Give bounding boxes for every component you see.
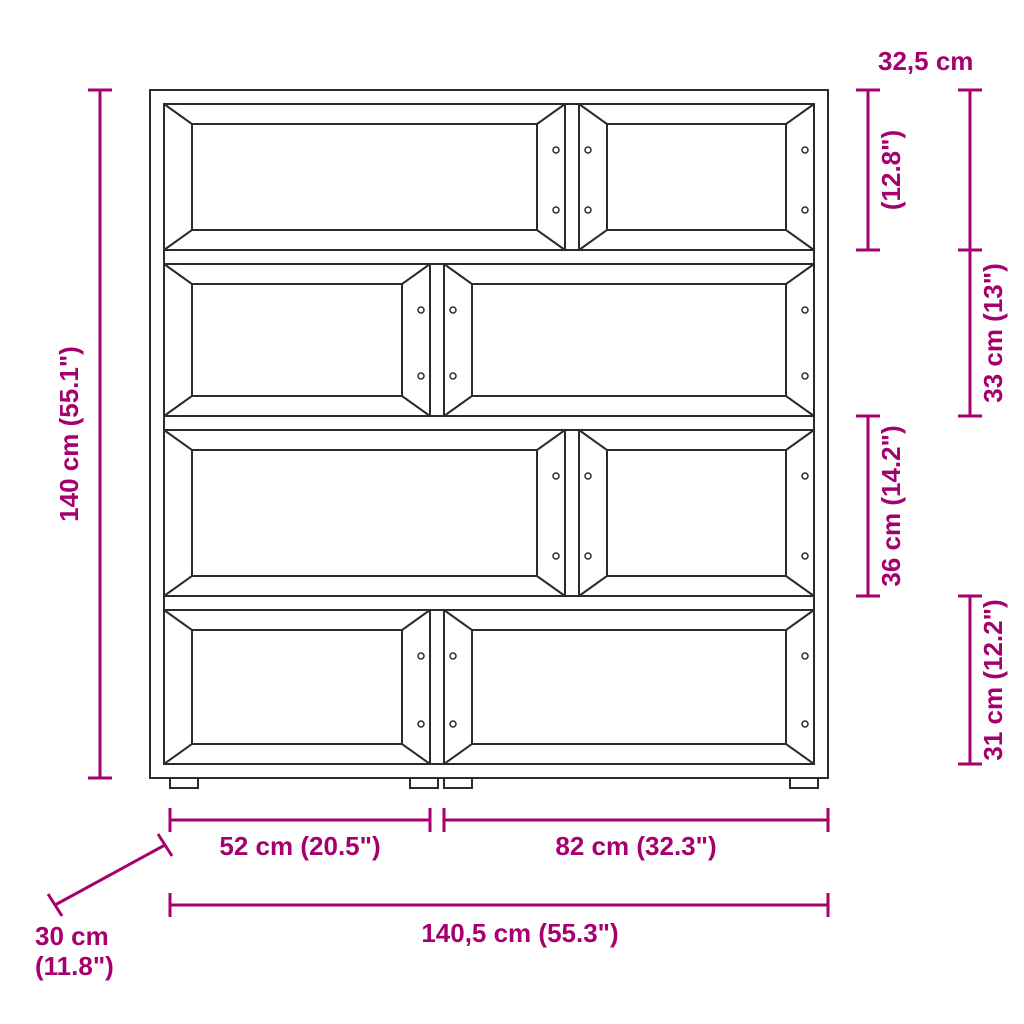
dim-bl-metric: 52 cm — [219, 831, 293, 861]
svg-text:30 cm: 30 cm — [35, 921, 109, 951]
dim-r4-metric: 31 cm — [978, 687, 1008, 761]
dimensions: 140 cm (55.1") 30 cm (11.8") 52 cm (20.5… — [35, 46, 1008, 981]
dim-bf-imperial: (55.3") — [538, 918, 618, 948]
dim-height-metric: 140 cm — [54, 434, 84, 522]
dim-r1-imperial: (12.8") — [876, 130, 906, 210]
dim-depth-metric: 30 cm — [35, 921, 109, 951]
dim-r2-metric: 33 cm — [978, 329, 1008, 403]
svg-text:36 cm (14.2"): 36 cm (14.2") — [876, 425, 906, 586]
dim-bf-metric: 140,5 cm — [421, 918, 531, 948]
dim-depth-imperial: (11.8") — [35, 951, 114, 981]
dim-bl-imperial: (20.5") — [300, 831, 380, 861]
svg-text:52 cm (20.5"): 52 cm (20.5") — [219, 831, 380, 861]
dim-br-imperial: (32.3") — [636, 831, 716, 861]
svg-text:(11.8"): (11.8") — [35, 951, 114, 981]
dimension-drawing: 140 cm (55.1") 30 cm (11.8") 52 cm (20.5… — [0, 0, 1024, 1024]
dim-br-metric: 82 cm — [555, 831, 629, 861]
peg-holes — [418, 147, 808, 727]
dim-r3-metric: 36 cm — [876, 513, 906, 587]
svg-text:(12.8"): (12.8") — [876, 130, 906, 210]
svg-text:31 cm (12.2"): 31 cm (12.2") — [978, 599, 1008, 760]
svg-text:33 cm (13"): 33 cm (13") — [978, 263, 1008, 403]
dim-r4-imperial: (12.2") — [978, 599, 1008, 679]
svg-text:32,5 cm: 32,5 cm — [878, 46, 973, 76]
dim-height-imperial: (55.1") — [54, 346, 84, 426]
svg-text:140 cm (55.1"): 140 cm (55.1") — [54, 346, 84, 522]
svg-text:82 cm (32.3"): 82 cm (32.3") — [555, 831, 716, 861]
dim-r2-imperial: (13") — [978, 263, 1008, 322]
shelf-unit — [150, 90, 828, 788]
dim-r1-metric: 32,5 cm — [878, 46, 973, 76]
svg-text:140,5 cm (55.3"): 140,5 cm (55.3") — [421, 918, 618, 948]
dim-r3-imperial: (14.2") — [876, 425, 906, 505]
